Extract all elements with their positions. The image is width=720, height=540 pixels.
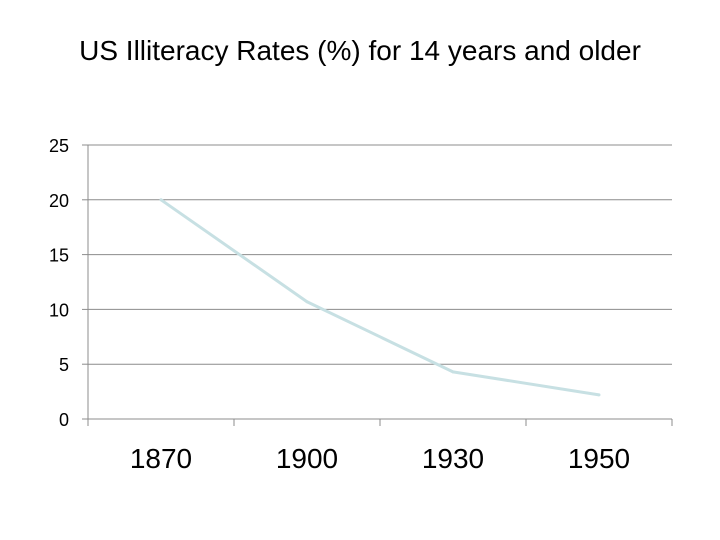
- y-tick-label: 25: [49, 136, 69, 156]
- y-tick-label: 5: [59, 355, 69, 375]
- chart-title: US Illiteracy Rates (%) for 14 years and…: [79, 35, 641, 66]
- x-tick-label: 1950: [568, 443, 630, 474]
- gridlines: [88, 144, 672, 365]
- series-layer: [159, 198, 601, 397]
- y-tick-label: 20: [49, 191, 69, 211]
- tick-labels: 0 5 10 15 20 25 1870 1900 1930 1950: [49, 136, 630, 474]
- x-tick-label: 1900: [276, 443, 338, 474]
- y-tick-label: 0: [59, 410, 69, 430]
- x-tick-label: 1870: [130, 443, 192, 474]
- data-point: [159, 198, 163, 202]
- x-tick-label: 1930: [422, 443, 484, 474]
- data-point: [597, 393, 601, 397]
- axes: [82, 144, 673, 426]
- series-line: [160, 198, 600, 397]
- data-point: [451, 370, 455, 374]
- y-tick-label: 15: [49, 246, 69, 266]
- y-tick-label: 10: [49, 300, 69, 320]
- data-point: [305, 300, 309, 304]
